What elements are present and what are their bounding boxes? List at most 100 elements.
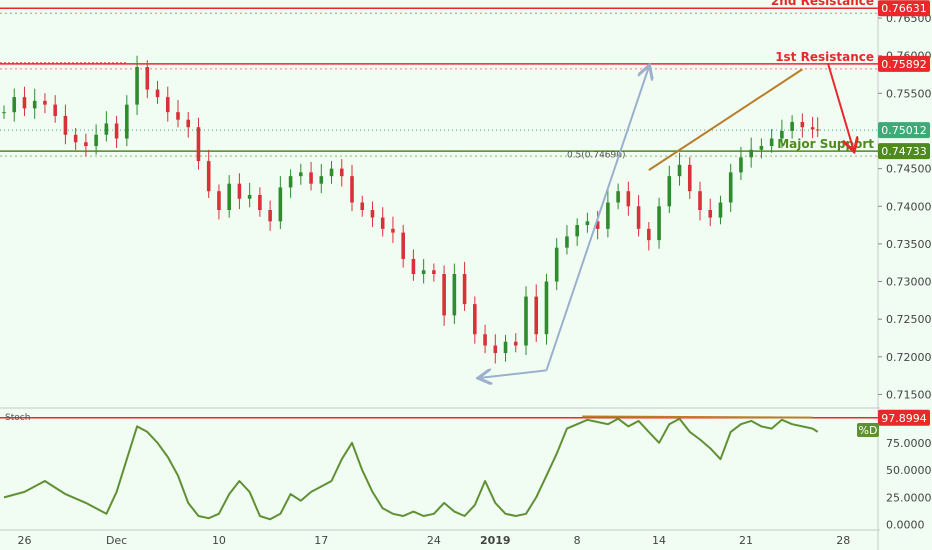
candle-body [575,225,579,237]
candle-body [186,119,191,128]
candle-body [73,134,78,143]
date-tick-label: Dec [106,534,127,547]
candle-body [698,191,702,211]
candle-body [524,296,528,346]
price-tick-label: 0.72500 [886,313,932,326]
candle-body [677,164,682,177]
candle-body [217,191,221,211]
tag-layer: 0.76631 0.75892 0.74733 0.75012 97.8994%D [857,0,930,437]
candle-body [125,104,129,139]
price-tick-label: 0.73000 [886,276,932,289]
price-tick-label: 0.74500 [886,163,932,176]
candle-body [155,89,160,98]
grid-layer [0,0,880,550]
candle-body [565,236,569,248]
candle-body [380,217,385,229]
candle-body [810,127,815,130]
annotation-layer: 0.5(0.74690) [480,63,854,378]
stoch-divergence-line [582,415,813,419]
level-label: 1st Resistance [775,50,874,64]
candle-body [258,194,262,211]
stoch-layer [0,415,878,521]
candle-body [2,112,6,114]
trendline [648,68,803,171]
candle-body [708,210,713,218]
candle-body [657,206,661,241]
candle-body [616,191,620,203]
level-label: Major Support [777,137,874,151]
candle-body [309,172,313,184]
candle-body [493,345,498,354]
stoch-title: Stoch [5,413,30,423]
candle-body [370,210,375,218]
candle-body [769,138,774,147]
date-tick-label: 21 [739,534,753,547]
candle-body [585,221,590,226]
candle-body [53,104,57,116]
price-tick-label: 0.71500 [886,388,932,401]
candle-body [452,274,457,316]
candle-body [626,191,631,207]
candle-body [104,123,109,135]
date-tick-label: 14 [652,534,666,547]
candle-body [432,270,436,275]
level-price-tag-text: 0.75892 [881,58,927,71]
date-tick-label: 2019 [480,534,511,547]
candle-body [728,172,733,203]
level-price-tag-text: 0.74733 [881,145,927,158]
candle-body [513,341,518,346]
candle-body [206,161,211,192]
projection-arrow [826,62,854,150]
price-tick-label: 0.75500 [886,87,932,100]
stoch-d-line [3,417,819,521]
level-price-tag-text: 0.76631 [881,2,927,15]
candle-body [800,121,805,128]
candle-body [165,97,170,113]
candle-body [401,232,405,259]
candle-body [483,334,487,346]
candle-body [647,228,651,241]
candle-body [329,168,334,177]
candle-body [278,187,283,222]
current-price-tag [878,122,930,139]
projection-arrow [545,67,648,371]
candle-body [544,281,549,335]
level-price-tag [878,55,930,72]
candle-body [391,228,395,233]
axis-layer: 0.765000.760000.755000.745000.740000.735… [17,12,931,547]
candle-body [176,112,180,120]
stoch-tick-label: 50.0000 [886,464,932,477]
candle-body [339,168,344,177]
candle-body [790,121,794,131]
candle-body [815,129,820,131]
candle-body [22,97,27,109]
candle-body [687,164,692,192]
stoch-tick-label: 25.0000 [886,491,932,504]
stoch-tick-label: 0.0000 [886,519,925,532]
stoch-series-label: %D [859,424,878,437]
stoch-level-tag-text: 97.8994 [881,412,927,425]
level-price-tag [878,0,930,17]
candle-body [636,206,641,229]
candle-body [268,210,272,222]
candle-body [350,176,354,203]
candle-body [43,100,47,105]
date-tick-label: 28 [836,534,850,547]
candle-body [473,304,477,335]
level-layer: 2nd Resistance 1st Resistance Major Suppor… [0,0,878,157]
candle-body [84,142,88,147]
date-tick-label: 10 [212,534,226,547]
projection-arrow [480,370,547,378]
date-tick-label: 8 [574,534,581,547]
candle-body [534,296,539,335]
candle-body [606,202,610,229]
candle-body [63,115,68,135]
price-tick-label: 0.73500 [886,238,932,251]
candle-body [196,127,201,162]
candle-body [288,176,293,188]
candle-layer [2,55,820,364]
date-tick-label: 17 [314,534,328,547]
current-price-tag-text: 0.75012 [881,124,927,137]
candle-body [145,66,150,90]
